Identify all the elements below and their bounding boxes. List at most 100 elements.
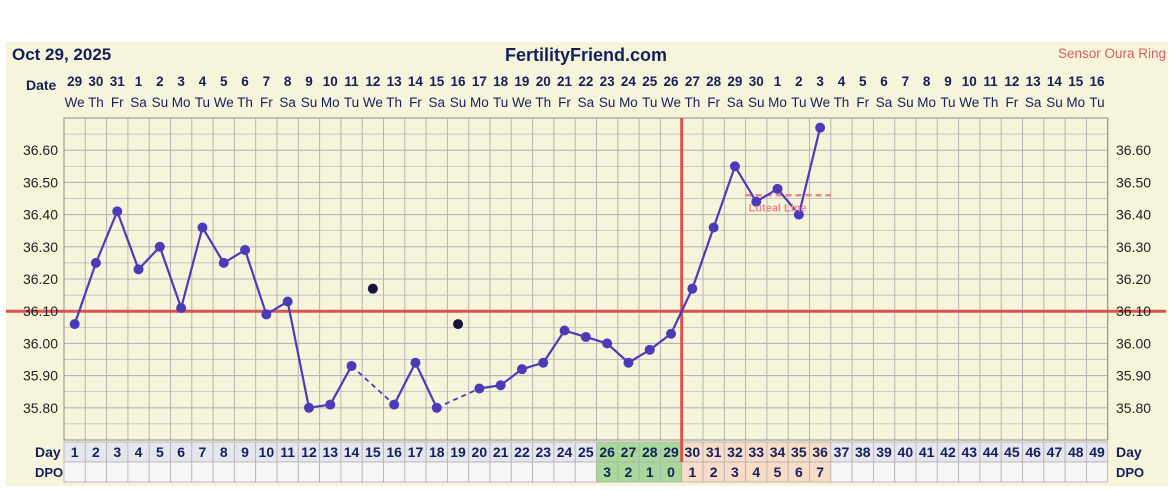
dpo-row-label-right: DPO [1116,465,1144,480]
y-tick-label-right: 36.50 [1116,174,1151,190]
temperature-segment [244,249,268,315]
dpo-label: 4 [752,464,760,480]
date-label: 14 [408,74,424,89]
weekday-label: Tu [195,95,210,110]
dpo-label: 0 [667,464,675,480]
temperature-point [644,344,655,355]
temperature-point [197,222,208,233]
y-tick-label-left: 36.30 [23,239,58,255]
dpo-label: 1 [646,464,654,480]
dpo-cell [873,461,896,483]
weekday-label: Sa [130,95,147,110]
dpo-label: 7 [816,464,824,480]
weekday-label: Fr [111,95,124,110]
y-tick-label-left: 36.60 [23,142,58,158]
y-tick-label-right: 36.20 [1116,271,1151,287]
day-label: 16 [386,444,402,460]
date-label: 16 [451,74,467,89]
reference-lines [6,118,1166,462]
dpo-cell [1086,461,1109,483]
day-label: 43 [961,444,977,460]
date-label: 18 [493,74,509,89]
day-label: 42 [940,444,956,460]
temperature-point [112,206,123,217]
weekday-label: We [661,95,681,110]
weekday-label: Th [386,95,402,110]
weekday-label: Tu [940,95,955,110]
dpo-cell [553,461,576,483]
weekday-label: Th [535,95,551,110]
day-label: 37 [834,444,850,460]
site-title: FertilityFriend.com [505,45,667,65]
day-label: 45 [1004,444,1020,460]
date-label: 26 [664,74,680,89]
dpo-cell [468,461,491,483]
day-label: 9 [241,444,249,460]
temperature-point [793,209,804,220]
temperature-point [687,283,698,294]
y-tick-label-left: 36.50 [23,174,58,190]
weekday-label: Fr [856,95,869,110]
y-tick-label-left: 36.20 [23,271,58,287]
weekday-label: Sa [428,95,445,110]
sensor-label: Sensor Oura Ring [1058,46,1166,61]
date-label: 15 [1068,74,1084,89]
weekday-label: Tu [344,95,359,110]
weekday-label: Th [834,95,850,110]
date-label: 4 [838,74,846,89]
temperature-point [410,357,421,368]
temperature-point [346,360,357,371]
dpo-cell [255,461,278,483]
dpo-label: 5 [774,464,782,480]
day-label: 30 [685,444,701,460]
dpo-cell [979,461,1002,483]
day-label: 31 [706,444,722,460]
weekday-label: Sa [578,95,595,110]
weekday-label: Mo [917,95,936,110]
temperature-point [580,331,591,342]
day-label: 18 [429,444,445,460]
day-label: 21 [493,444,509,460]
day-label: 23 [535,444,551,460]
date-label: 5 [859,74,867,89]
weekday-label: Fr [558,95,571,110]
day-label: 28 [642,444,658,460]
weekday-label: We [363,95,383,110]
date-label: 22 [578,74,593,89]
temperature-segment [94,210,119,264]
weekday-label: Su [897,95,914,110]
day-label: 34 [770,444,786,460]
date-label: 30 [88,74,103,89]
date-label: 2 [156,74,164,89]
dpo-cell [830,461,853,483]
day-label: 1 [71,444,79,460]
dpo-cell [1064,461,1087,483]
dpo-cell [404,461,427,483]
date-label: 20 [536,74,551,89]
day-row-label-right: Day [1116,444,1142,460]
date-label: 23 [600,74,616,89]
temperature-gap-segment [350,365,395,406]
temperature-point [538,357,549,368]
dpo-cell [233,461,257,483]
date-label: 11 [344,74,359,89]
day-label: 15 [365,444,381,460]
day-label: 40 [898,444,914,460]
dpo-label: 3 [731,464,739,480]
day-label: 48 [1068,444,1084,460]
weekday-label: Mo [1066,95,1085,110]
date-label: 8 [923,74,931,89]
dpo-cell [510,461,533,483]
dpo-cell [276,461,299,483]
date-label: 24 [621,74,637,89]
y-tick-label-left: 36.40 [23,207,58,223]
dpo-cell [170,461,193,483]
temperature-point [495,380,506,391]
dpo-label: 1 [688,464,696,480]
weekday-label: Fr [409,95,422,110]
temperature-point [261,309,272,320]
weekday-label: Mo [470,95,489,110]
dpo-cell [532,461,555,483]
bottom-rows [63,441,1109,483]
temperature-segment [691,227,715,290]
